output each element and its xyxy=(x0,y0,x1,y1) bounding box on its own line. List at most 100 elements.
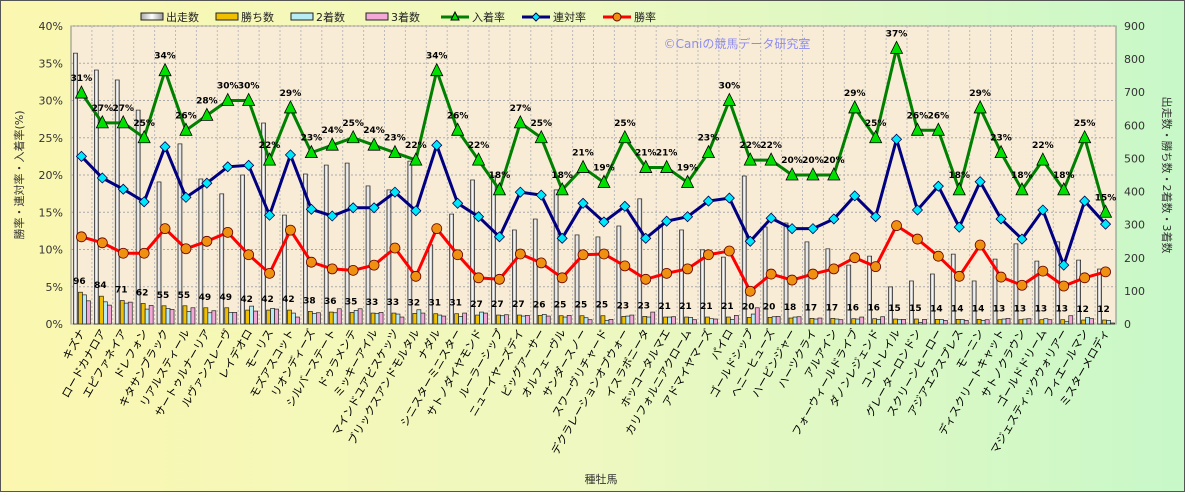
win-count-label: 25 xyxy=(575,301,588,311)
bar-勝ち数 xyxy=(914,318,919,325)
win-count-label: 15 xyxy=(909,304,922,314)
bar-勝ち数 xyxy=(78,291,83,325)
marker-入着率 xyxy=(179,122,193,136)
bar-3着数 xyxy=(190,307,196,325)
bar-3着数 xyxy=(316,312,321,325)
win-count-label: 33 xyxy=(366,298,379,308)
bar-3着数 xyxy=(733,315,739,325)
bar-2着数 xyxy=(1043,318,1049,325)
bar-2着数 xyxy=(959,319,965,325)
bar-勝ち数 xyxy=(872,318,878,325)
marker-勝率 xyxy=(1016,279,1028,291)
win-count-label: 14 xyxy=(951,304,964,314)
marker-勝率 xyxy=(76,231,87,243)
place-rate-label: 22% xyxy=(468,141,490,151)
right-axis-title: 出走数・勝ち数・2着数・3着数 xyxy=(1160,97,1174,254)
win-count-label: 13 xyxy=(1035,305,1048,315)
left-tick-label: 0% xyxy=(46,318,63,331)
marker-連対率 xyxy=(347,202,359,214)
marker-勝率 xyxy=(932,250,944,262)
marker-連対率 xyxy=(1099,218,1112,230)
marker-入着率 xyxy=(743,152,757,166)
bar-出走数 xyxy=(73,52,78,325)
marker-入着率 xyxy=(1036,152,1050,166)
right-tick-label: 0 xyxy=(1124,318,1131,331)
legend-label-勝率: 勝率 xyxy=(634,10,656,24)
marker-勝率 xyxy=(473,272,484,284)
bar-勝ち数 xyxy=(516,314,522,325)
marker-入着率 xyxy=(1078,129,1092,144)
right-tick-label: 200 xyxy=(1124,252,1145,265)
watermark: ©Caniの競馬データ研究室 xyxy=(664,36,811,51)
win-count-label: 62 xyxy=(136,288,149,298)
marker-入着率 xyxy=(973,100,987,114)
place-rate-label: 22% xyxy=(760,141,782,151)
marker-入着率 xyxy=(910,122,925,136)
bar-2着数 xyxy=(876,319,882,325)
bar-3着数 xyxy=(399,316,405,325)
marker-連対率 xyxy=(1016,233,1028,245)
place-rate-label: 15% xyxy=(1095,193,1117,203)
marker-入着率 xyxy=(680,174,695,188)
win-count-label: 13 xyxy=(993,305,1006,315)
marker-勝率 xyxy=(598,248,610,260)
bar-勝ち数 xyxy=(370,312,376,325)
marker-勝率 xyxy=(368,259,380,271)
win-count-label: 16 xyxy=(846,304,859,314)
bar-勝ち数 xyxy=(579,315,585,325)
bar-2着数 xyxy=(353,310,359,325)
marker-連対率 xyxy=(431,139,443,151)
marker-入着率 xyxy=(889,40,904,54)
marker-入着率 xyxy=(597,174,611,188)
place-rate-label: 20% xyxy=(781,156,803,166)
win-count-label: 84 xyxy=(94,281,107,291)
bar-3着数 xyxy=(106,304,112,325)
bar-出走数 xyxy=(720,256,726,325)
bar-2着数 xyxy=(646,316,652,325)
bar-3着数 xyxy=(963,320,969,325)
bar-3着数 xyxy=(378,312,384,325)
bar-2着数 xyxy=(562,316,568,325)
place-rate-label: 28% xyxy=(196,96,218,106)
bar-2着数 xyxy=(667,316,673,325)
bar-勝ち数 xyxy=(788,317,794,325)
marker-連対率 xyxy=(117,183,129,195)
marker-勝率 xyxy=(870,261,882,273)
bar-3着数 xyxy=(86,300,91,325)
bar-出走数 xyxy=(637,198,643,325)
bar-2着数 xyxy=(834,318,840,325)
marker-連対率 xyxy=(201,177,213,189)
bar-3着数 xyxy=(253,310,258,325)
bar-出走数 xyxy=(595,236,601,325)
bar-2着数 xyxy=(688,317,693,325)
bar-3着数 xyxy=(169,309,175,325)
win-count-label: 23 xyxy=(637,301,650,311)
bar-出走数 xyxy=(992,258,998,325)
right-tick-label: 500 xyxy=(1124,152,1145,165)
bar-3着数 xyxy=(838,319,844,325)
bar-3着数 xyxy=(1068,315,1074,325)
place-rate-label: 30% xyxy=(238,82,260,92)
bar-2着数 xyxy=(123,302,129,325)
marker-連対率 xyxy=(368,202,380,214)
bar-2着数 xyxy=(500,315,505,325)
marker-連対率 xyxy=(974,176,986,188)
marker-勝率 xyxy=(912,233,923,245)
bar-出走数 xyxy=(198,178,204,325)
marker-勝率 xyxy=(953,270,965,282)
place-rate-label: 20% xyxy=(823,156,845,166)
bar-勝ち数 xyxy=(287,309,292,325)
place-rate-label: 23% xyxy=(990,134,1012,144)
marker-連対率 xyxy=(284,149,297,161)
place-rate-label: 21% xyxy=(635,149,657,159)
marker-入着率 xyxy=(95,114,109,129)
bar-勝ち数 xyxy=(391,312,397,325)
bar-勝ち数 xyxy=(934,319,940,325)
bar-勝ち数 xyxy=(621,316,627,325)
bar-2着数 xyxy=(1001,318,1007,325)
bar-勝ち数 xyxy=(537,315,543,325)
marker-入着率 xyxy=(994,144,1008,159)
place-rate-label: 18% xyxy=(489,171,511,181)
bar-2着数 xyxy=(520,315,526,325)
place-rate-label: 20% xyxy=(802,156,824,166)
